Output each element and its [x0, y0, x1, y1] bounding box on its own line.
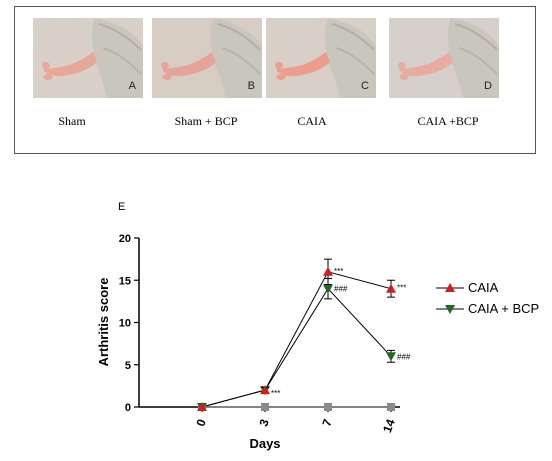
legend-label-caia-bcp: CAIA + BCP [468, 301, 540, 316]
photo-letter: D [484, 80, 492, 92]
x-axis-title: Days [249, 436, 280, 451]
photo-letter: A [128, 80, 136, 92]
y-tick-label: 20 [119, 233, 131, 245]
paw-photo-b: B [152, 18, 262, 98]
x-tick-label: 7 [319, 417, 335, 428]
data-point [386, 283, 396, 293]
data-point [386, 352, 396, 362]
paw-illustration [266, 18, 376, 98]
photo-caption: Sham + BCP [174, 114, 238, 128]
series-line-0 [201, 271, 392, 408]
photo-letter: B [247, 80, 255, 92]
data-point [387, 403, 395, 411]
data-point [323, 266, 333, 276]
paw-photo-a: A [33, 18, 143, 98]
panel-label: E [118, 201, 126, 213]
data-point [324, 403, 332, 411]
data-point [261, 403, 269, 411]
data-point [260, 385, 270, 395]
photo-letter: C [361, 80, 369, 92]
significance-label: ### [397, 352, 411, 361]
significance-label: *** [271, 389, 280, 398]
significance-label: ### [334, 285, 348, 294]
legend-label-caia: CAIA [468, 280, 499, 295]
photo-caption: CAIA +BCP [417, 114, 479, 128]
y-tick-label: 5 [125, 360, 131, 372]
series-line-1 [201, 287, 392, 408]
significance-label: *** [334, 267, 343, 276]
paw-photo-c: C [266, 18, 376, 98]
x-tick-label: 3 [256, 417, 272, 428]
significance-label: *** [397, 284, 406, 293]
y-tick-label: 10 [119, 318, 131, 330]
paw-illustration [33, 18, 143, 98]
legend-marker-caia-bcp [436, 305, 464, 314]
data-point [323, 284, 333, 294]
y-axis-title: Arthritis score [96, 278, 111, 367]
x-tick-label: 14 [380, 417, 398, 435]
y-tick-label: 15 [119, 275, 131, 287]
legend-marker-caia [436, 283, 464, 292]
paw-photo-d: D [389, 18, 499, 98]
paw-illustration [152, 18, 262, 98]
paw-illustration [389, 18, 499, 98]
y-tick-label: 0 [125, 402, 131, 414]
x-tick-label: 0 [193, 417, 209, 428]
photo-caption: CAIA [297, 114, 327, 128]
photo-caption: Sham [58, 114, 86, 128]
data-point [197, 402, 207, 411]
